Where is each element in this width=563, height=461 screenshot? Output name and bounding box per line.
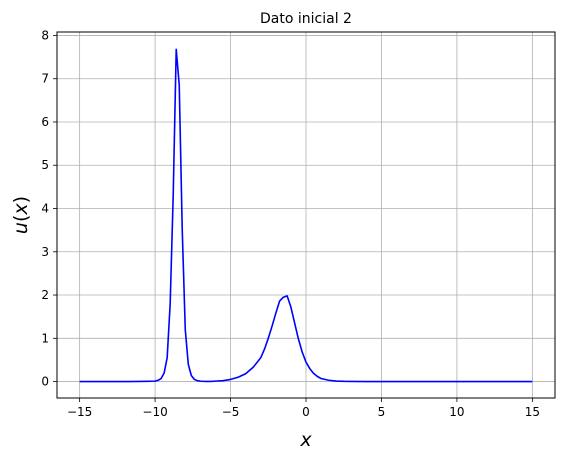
x-tick-label: 10 — [449, 405, 464, 419]
y-tick-label: 6 — [41, 115, 49, 129]
y-axis-label-close-paren: ) — [10, 196, 32, 203]
x-tick-label: 15 — [525, 405, 540, 419]
chart-title: Dato inicial 2 — [260, 11, 352, 27]
x-tick-label: 0 — [302, 405, 310, 419]
y-axis-label: u(x) — [10, 196, 32, 234]
y-axis-label-variable: x — [10, 203, 32, 216]
x-tick-label: −5 — [222, 405, 240, 419]
grid — [57, 32, 555, 398]
y-tick-label: 3 — [41, 245, 49, 259]
y-axis-label-open-paren: ( — [10, 215, 32, 222]
y-tick-label: 0 — [41, 375, 49, 389]
series-line — [79, 48, 533, 383]
y-tick-label: 1 — [41, 331, 49, 345]
y-axis-label-function: u — [10, 222, 32, 234]
x-tick-label: −15 — [67, 405, 92, 419]
series-layer — [79, 48, 533, 383]
y-tick-label: 4 — [41, 202, 49, 216]
x-tick-label: 5 — [378, 405, 386, 419]
y-tick-label: 8 — [41, 28, 49, 42]
y-tick-label: 2 — [41, 288, 49, 302]
x-axis-label: x — [299, 429, 312, 451]
ticks: −15 −10 −5 0 5 10 15 0 1 2 3 4 5 6 7 8 — [41, 28, 540, 419]
y-tick-label: 7 — [41, 72, 49, 86]
y-tick-label: 5 — [41, 158, 49, 172]
x-tick-label: −10 — [142, 405, 167, 419]
